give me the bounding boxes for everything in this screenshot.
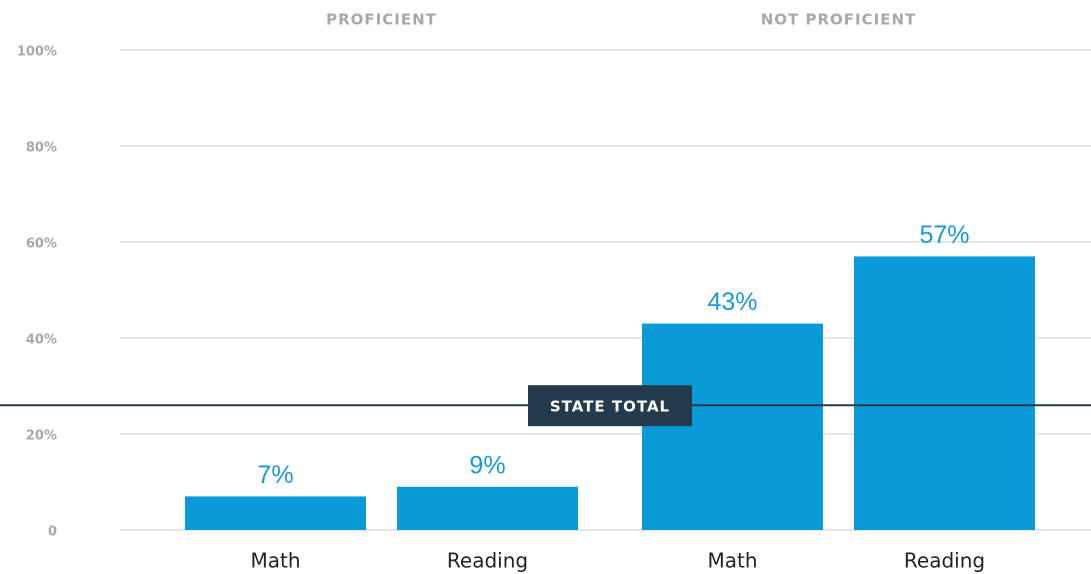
y-tick-label: 40%: [26, 333, 57, 348]
value-label: 9%: [469, 451, 505, 479]
bar: [397, 486, 578, 530]
x-tick-label: Reading: [447, 549, 528, 573]
x-tick-label: Math: [707, 549, 757, 573]
group-label: NOT PROFICIENT: [761, 11, 917, 29]
value-label: 57%: [919, 221, 969, 249]
y-tick-label: 100%: [17, 45, 57, 60]
y-tick-label: 60%: [26, 237, 57, 252]
bar: [854, 256, 1035, 530]
reference-label-box: [528, 385, 692, 427]
x-tick-label: Math: [250, 549, 300, 573]
y-tick-label: 20%: [26, 429, 57, 444]
value-label: 43%: [707, 288, 757, 316]
value-label: 7%: [257, 461, 293, 489]
reference-label: STATE TOTAL: [550, 398, 670, 416]
x-tick-label: Reading: [904, 549, 985, 573]
y-tick-label: 80%: [26, 141, 57, 156]
bar: [642, 323, 823, 530]
y-tick-label: 0: [48, 525, 57, 540]
group-label: PROFICIENT: [326, 11, 437, 29]
bar: [185, 496, 366, 530]
